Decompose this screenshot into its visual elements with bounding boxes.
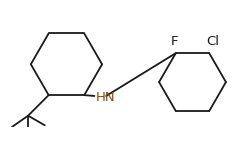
Text: Cl: Cl xyxy=(206,35,219,48)
Text: F: F xyxy=(171,35,178,48)
Text: HN: HN xyxy=(96,91,115,104)
